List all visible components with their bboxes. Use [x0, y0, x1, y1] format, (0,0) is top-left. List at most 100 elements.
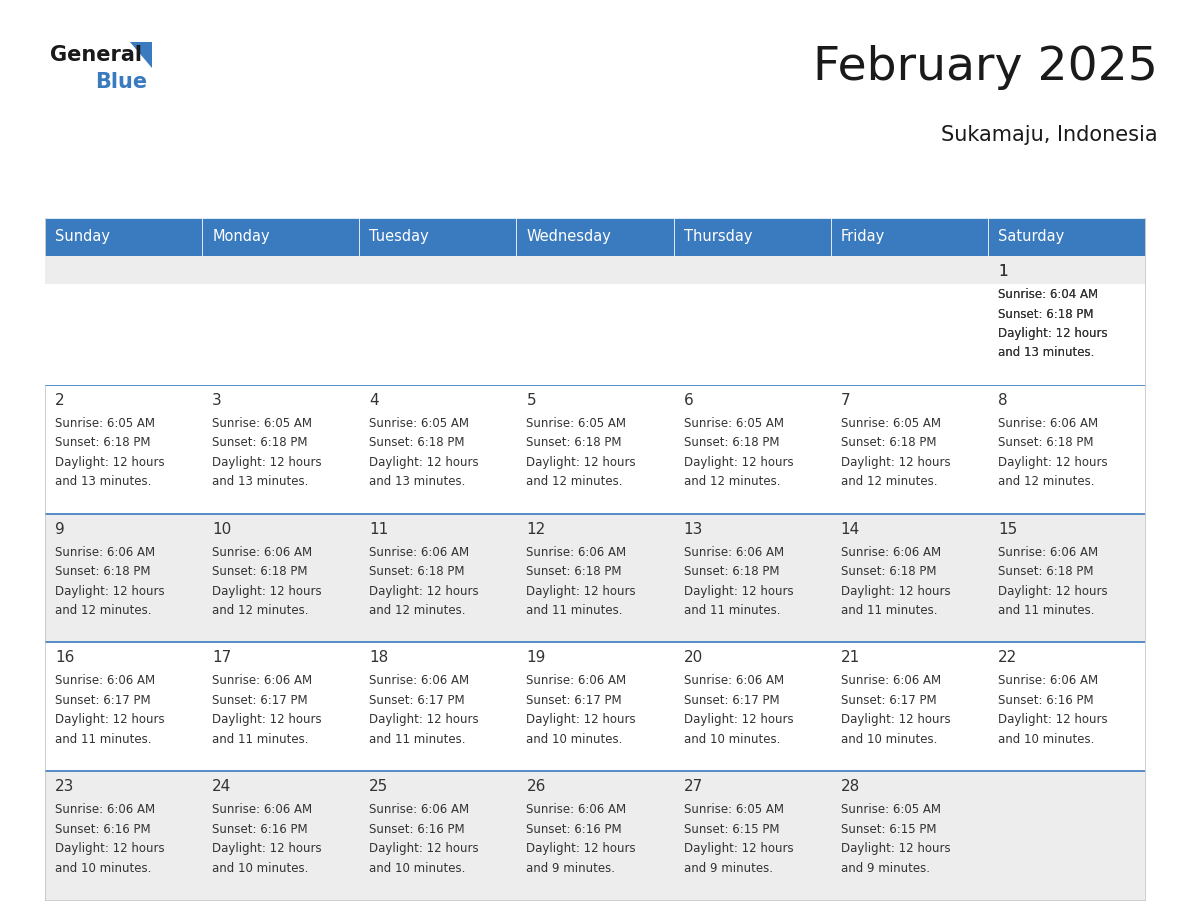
Text: 6: 6	[683, 393, 694, 408]
Text: 17: 17	[213, 650, 232, 666]
Text: Daylight: 12 hours: Daylight: 12 hours	[998, 456, 1107, 469]
Text: 10: 10	[213, 521, 232, 537]
Bar	[517, 218, 674, 256]
Text: Daylight: 12 hours: Daylight: 12 hours	[998, 327, 1107, 340]
Text: Daylight: 12 hours: Daylight: 12 hours	[526, 713, 636, 726]
Text: Sunrise: 6:06 AM: Sunrise: 6:06 AM	[526, 803, 626, 816]
Bar	[359, 256, 517, 385]
Text: Daylight: 12 hours: Daylight: 12 hours	[683, 456, 794, 469]
Text: 11: 11	[369, 521, 388, 537]
Bar	[45, 643, 202, 771]
Bar	[830, 218, 988, 256]
Text: and 11 minutes.: and 11 minutes.	[998, 604, 1094, 617]
Text: Sunrise: 6:06 AM: Sunrise: 6:06 AM	[841, 545, 941, 558]
Bar	[45, 285, 1145, 385]
Text: Sunset: 6:18 PM: Sunset: 6:18 PM	[369, 436, 465, 449]
Text: and 10 minutes.: and 10 minutes.	[998, 733, 1094, 746]
Text: Sunset: 6:16 PM: Sunset: 6:16 PM	[526, 823, 623, 835]
Text: Daylight: 12 hours: Daylight: 12 hours	[213, 585, 322, 598]
Text: Sunrise: 6:06 AM: Sunrise: 6:06 AM	[55, 803, 156, 816]
Text: Sunset: 6:18 PM: Sunset: 6:18 PM	[841, 436, 936, 449]
Bar	[45, 513, 202, 643]
Text: 22: 22	[998, 650, 1017, 666]
Text: 19: 19	[526, 650, 545, 666]
Bar	[359, 385, 517, 513]
Text: 9: 9	[55, 521, 65, 537]
Bar	[674, 385, 830, 513]
Text: 28: 28	[841, 779, 860, 794]
Text: February 2025: February 2025	[813, 45, 1158, 90]
Text: Daylight: 12 hours: Daylight: 12 hours	[683, 713, 794, 726]
Text: Daylight: 12 hours: Daylight: 12 hours	[998, 713, 1107, 726]
Text: and 10 minutes.: and 10 minutes.	[841, 733, 937, 746]
Text: 18: 18	[369, 650, 388, 666]
Text: 4: 4	[369, 393, 379, 408]
Text: Daylight: 12 hours: Daylight: 12 hours	[998, 585, 1107, 598]
Text: Sunset: 6:18 PM: Sunset: 6:18 PM	[998, 308, 1093, 320]
Text: Daylight: 12 hours: Daylight: 12 hours	[841, 713, 950, 726]
Bar	[359, 771, 517, 900]
Bar	[202, 643, 359, 771]
Bar	[830, 385, 988, 513]
Text: Daylight: 12 hours: Daylight: 12 hours	[998, 327, 1107, 340]
Text: Sunrise: 6:06 AM: Sunrise: 6:06 AM	[998, 675, 1098, 688]
Text: 8: 8	[998, 393, 1007, 408]
Bar	[830, 771, 988, 900]
Text: Sunset: 6:15 PM: Sunset: 6:15 PM	[841, 823, 936, 835]
Text: 2: 2	[55, 393, 64, 408]
Text: Sunset: 6:16 PM: Sunset: 6:16 PM	[369, 823, 465, 835]
Text: and 12 minutes.: and 12 minutes.	[841, 476, 937, 488]
Text: Saturday: Saturday	[998, 230, 1064, 244]
Text: Sunset: 6:17 PM: Sunset: 6:17 PM	[841, 694, 936, 707]
Text: Sunset: 6:18 PM: Sunset: 6:18 PM	[526, 436, 623, 449]
Text: Blue: Blue	[95, 72, 147, 92]
Text: 25: 25	[369, 779, 388, 794]
Text: 15: 15	[998, 521, 1017, 537]
Text: Sunrise: 6:05 AM: Sunrise: 6:05 AM	[213, 417, 312, 430]
Text: and 13 minutes.: and 13 minutes.	[213, 476, 309, 488]
Text: Daylight: 12 hours: Daylight: 12 hours	[526, 585, 636, 598]
Text: Sunrise: 6:06 AM: Sunrise: 6:06 AM	[683, 675, 784, 688]
Text: Sunset: 6:16 PM: Sunset: 6:16 PM	[213, 823, 308, 835]
Text: 21: 21	[841, 650, 860, 666]
Text: Daylight: 12 hours: Daylight: 12 hours	[55, 713, 165, 726]
Text: Sunset: 6:18 PM: Sunset: 6:18 PM	[998, 308, 1093, 320]
Text: and 12 minutes.: and 12 minutes.	[369, 604, 466, 617]
Text: Wednesday: Wednesday	[526, 230, 612, 244]
Text: Sunrise: 6:06 AM: Sunrise: 6:06 AM	[683, 545, 784, 558]
Text: and 10 minutes.: and 10 minutes.	[369, 862, 466, 875]
Text: Daylight: 12 hours: Daylight: 12 hours	[55, 585, 165, 598]
Text: Sunrise: 6:06 AM: Sunrise: 6:06 AM	[526, 545, 626, 558]
Text: Sunrise: 6:06 AM: Sunrise: 6:06 AM	[998, 545, 1098, 558]
Text: Sunrise: 6:06 AM: Sunrise: 6:06 AM	[55, 675, 156, 688]
Text: Sunrise: 6:05 AM: Sunrise: 6:05 AM	[55, 417, 154, 430]
Text: Daylight: 12 hours: Daylight: 12 hours	[369, 842, 479, 856]
Text: and 11 minutes.: and 11 minutes.	[526, 604, 623, 617]
Text: 24: 24	[213, 779, 232, 794]
Text: Sunset: 6:18 PM: Sunset: 6:18 PM	[55, 565, 151, 578]
Text: and 13 minutes.: and 13 minutes.	[369, 476, 466, 488]
Bar	[988, 513, 1145, 643]
Bar	[674, 218, 830, 256]
Bar	[45, 256, 1145, 285]
Text: 7: 7	[841, 393, 851, 408]
Text: Sunrise: 6:06 AM: Sunrise: 6:06 AM	[998, 417, 1098, 430]
Text: Sunrise: 6:06 AM: Sunrise: 6:06 AM	[213, 545, 312, 558]
Text: 27: 27	[683, 779, 703, 794]
Text: and 12 minutes.: and 12 minutes.	[683, 476, 781, 488]
Text: Sunset: 6:18 PM: Sunset: 6:18 PM	[841, 565, 936, 578]
Text: 5: 5	[526, 393, 536, 408]
Text: Sunset: 6:18 PM: Sunset: 6:18 PM	[683, 565, 779, 578]
Bar	[202, 513, 359, 643]
Text: and 9 minutes.: and 9 minutes.	[683, 862, 772, 875]
Text: Sunrise: 6:06 AM: Sunrise: 6:06 AM	[369, 803, 469, 816]
Text: Sunrise: 6:04 AM: Sunrise: 6:04 AM	[998, 288, 1098, 301]
Text: Sunset: 6:18 PM: Sunset: 6:18 PM	[998, 436, 1093, 449]
Text: Sunset: 6:18 PM: Sunset: 6:18 PM	[213, 565, 308, 578]
Text: Sunset: 6:16 PM: Sunset: 6:16 PM	[55, 823, 151, 835]
Text: 26: 26	[526, 779, 545, 794]
Text: 12: 12	[526, 521, 545, 537]
Text: Sunrise: 6:06 AM: Sunrise: 6:06 AM	[369, 545, 469, 558]
Text: Sunrise: 6:04 AM: Sunrise: 6:04 AM	[998, 288, 1098, 301]
Text: and 12 minutes.: and 12 minutes.	[526, 476, 623, 488]
